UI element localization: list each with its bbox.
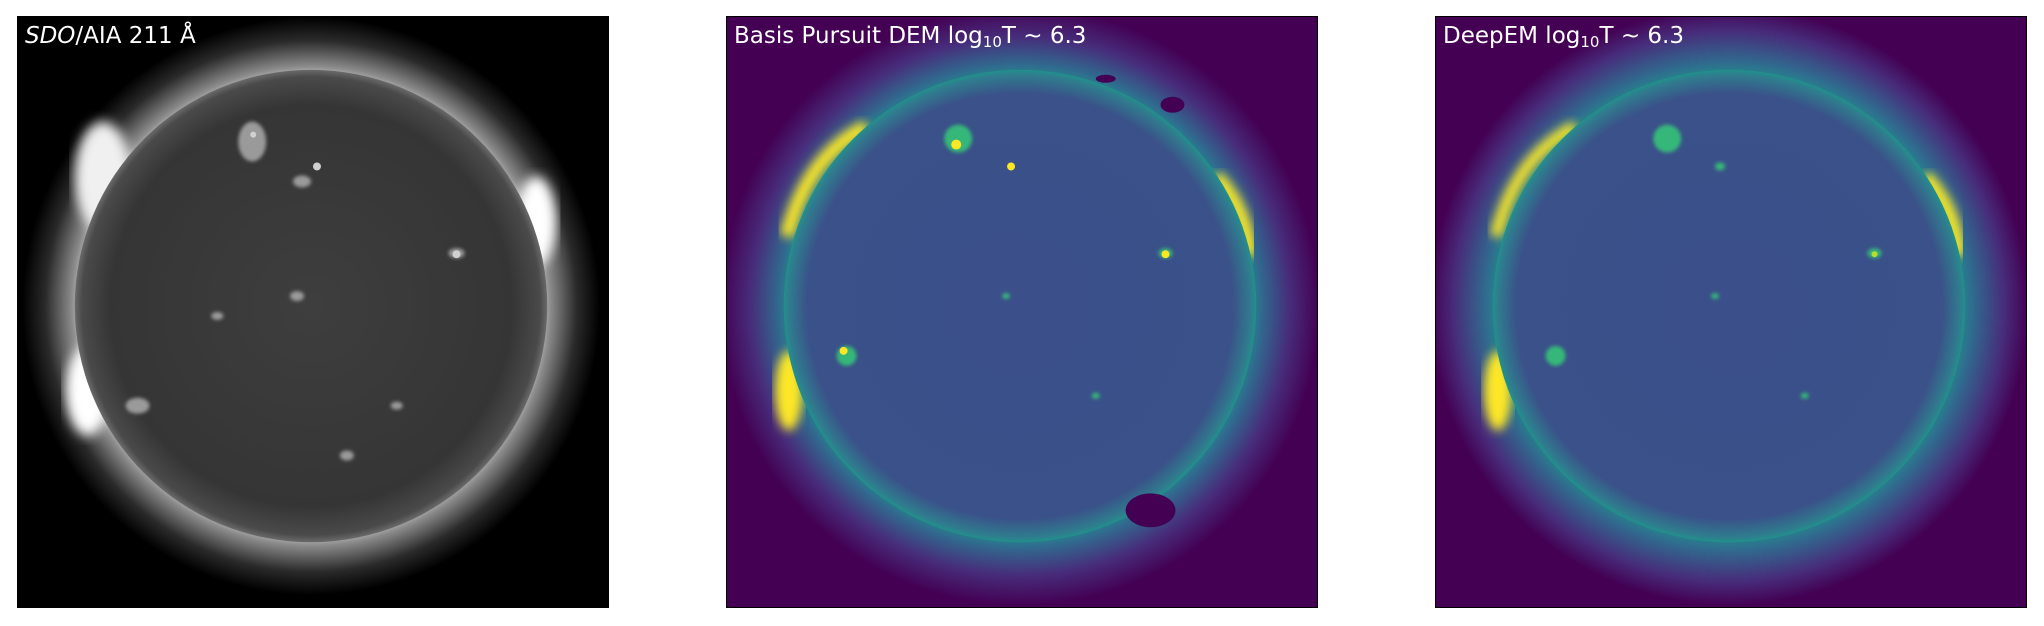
- title-method: DeepEM log: [1443, 23, 1581, 49]
- basis-pursuit-dem-image: [727, 17, 1317, 607]
- title-method: Basis Pursuit DEM log: [734, 23, 983, 49]
- deepem-panel: DeepEM log10T ~ 6.3: [1435, 16, 2027, 608]
- deepem-panel-title: DeepEM log10T ~ 6.3: [1443, 21, 1684, 51]
- basis-pursuit-dem-panel: Basis Pursuit DEM log10T ~ 6.3: [726, 16, 1318, 608]
- title-log-base: 10: [982, 33, 1002, 51]
- title-temperature: T ~ 6.3: [1599, 23, 1684, 49]
- aia-panel-title: SDO/AIA 211 Å: [25, 21, 196, 51]
- title-instrument-italic: SDO: [25, 23, 76, 49]
- deepem-image: [1436, 17, 2026, 607]
- aia-211-panel: SDO/AIA 211 Å: [17, 16, 609, 608]
- title-temperature: T ~ 6.3: [1001, 23, 1087, 49]
- basis-pursuit-panel-title: Basis Pursuit DEM log10T ~ 6.3: [734, 21, 1086, 51]
- aia-211-image: [18, 17, 608, 607]
- title-log-base: 10: [1580, 33, 1600, 51]
- title-channel: /AIA 211 Å: [75, 23, 196, 49]
